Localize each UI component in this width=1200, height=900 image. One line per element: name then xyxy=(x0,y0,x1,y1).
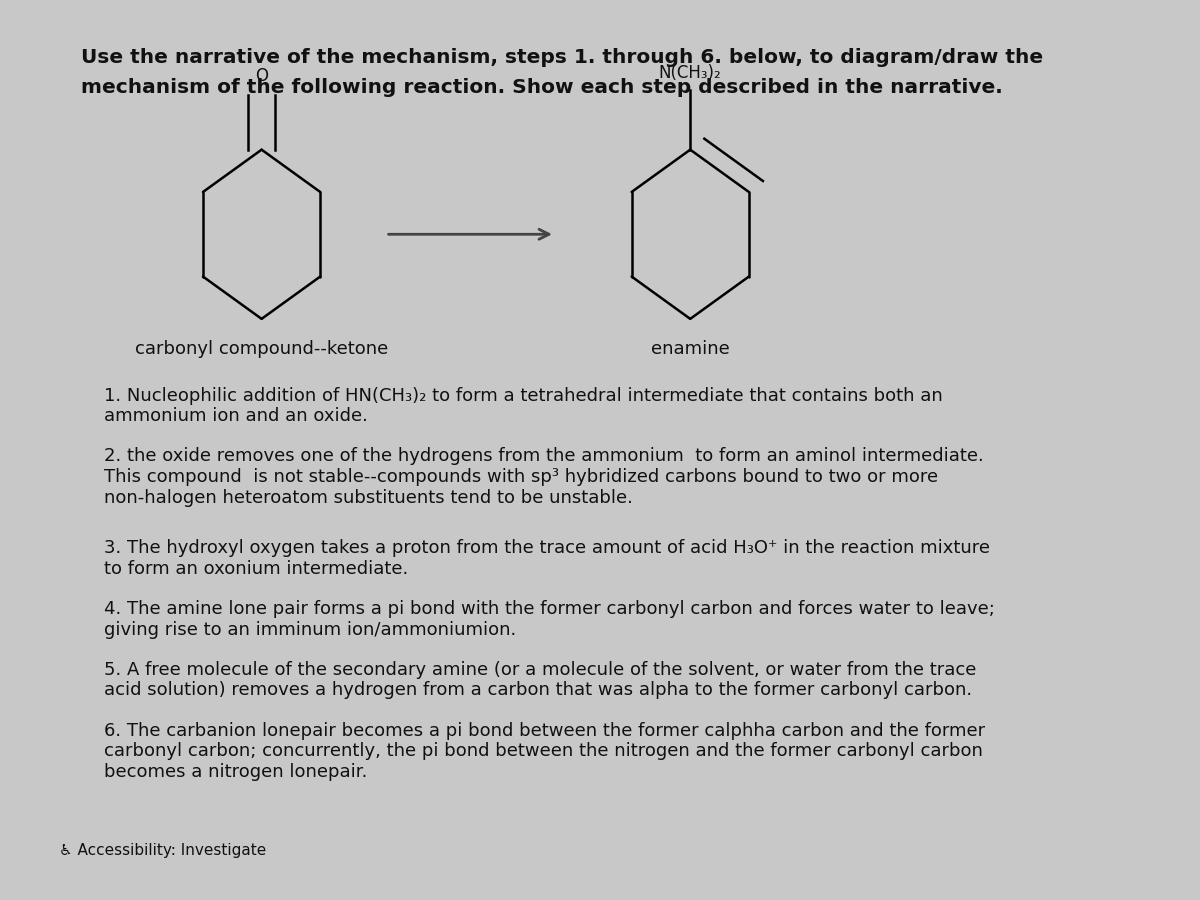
Text: 2. the oxide removes one of the hydrogens from the ammonium  to form an aminol i: 2. the oxide removes one of the hydrogen… xyxy=(103,447,984,507)
Text: Use the narrative of the mechanism, steps 1. through 6. below, to diagram/draw t: Use the narrative of the mechanism, step… xyxy=(82,48,1043,68)
Text: ♿ Accessibility: Investigate: ♿ Accessibility: Investigate xyxy=(59,842,266,858)
Text: enamine: enamine xyxy=(650,340,730,358)
Text: 3. The hydroxyl oxygen takes a proton from the trace amount of acid H₃O⁺ in the : 3. The hydroxyl oxygen takes a proton fr… xyxy=(103,539,990,578)
Text: O: O xyxy=(256,67,268,85)
Text: 1. Nucleophilic addition of HN(CH₃)₂ to form a tetrahedral intermediate that con: 1. Nucleophilic addition of HN(CH₃)₂ to … xyxy=(103,387,942,426)
Text: N(CH₃)₂: N(CH₃)₂ xyxy=(659,64,721,82)
Text: 4. The amine lone pair forms a pi bond with the former carbonyl carbon and force: 4. The amine lone pair forms a pi bond w… xyxy=(103,599,995,638)
Text: carbonyl compound--ketone: carbonyl compound--ketone xyxy=(134,340,389,358)
Text: 5. A free molecule of the secondary amine (or a molecule of the solvent, or wate: 5. A free molecule of the secondary amin… xyxy=(103,661,976,699)
Text: 6. The carbanion lonepair becomes a pi bond between the former calphha carbon an: 6. The carbanion lonepair becomes a pi b… xyxy=(103,722,985,781)
Text: mechanism of the following reaction. Show each step described in the narrative.: mechanism of the following reaction. Sho… xyxy=(82,77,1003,97)
